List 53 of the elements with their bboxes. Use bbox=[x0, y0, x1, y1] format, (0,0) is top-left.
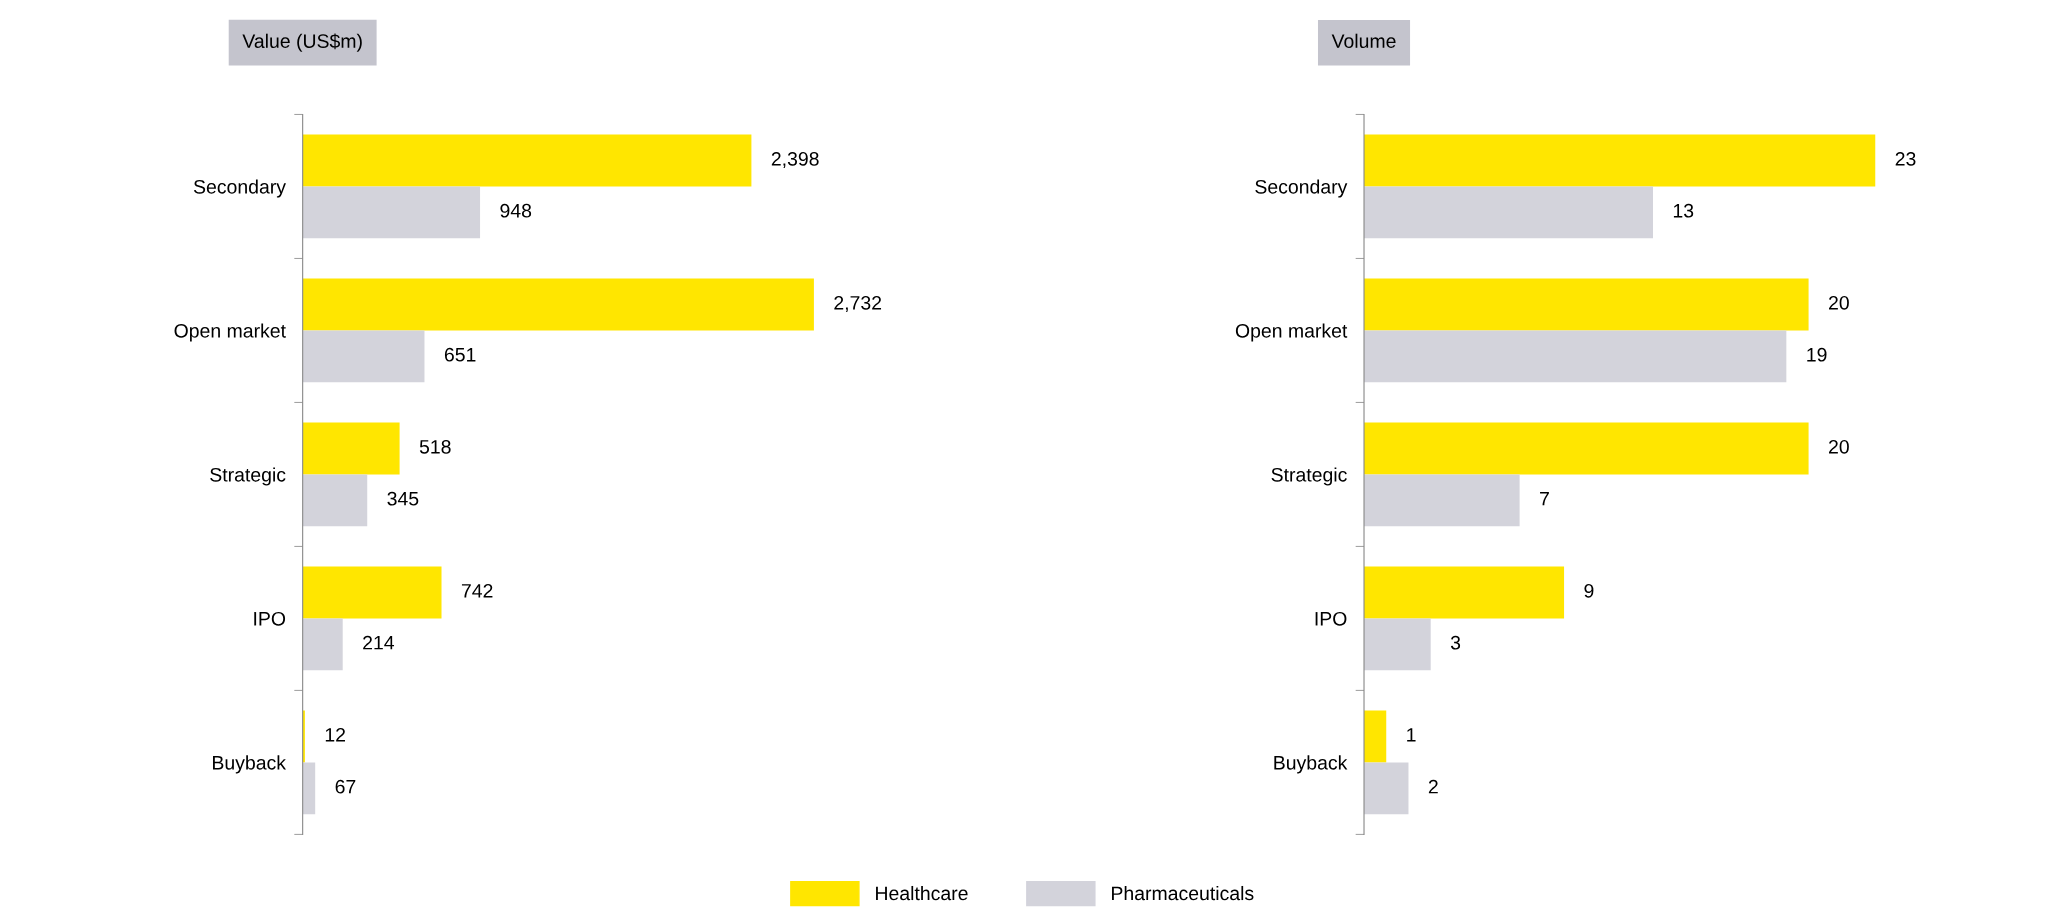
bar bbox=[302, 566, 442, 619]
data-label: 20 bbox=[1829, 439, 1849, 454]
data-label: 345 bbox=[387, 491, 419, 506]
y-tick-label: IPO bbox=[1315, 611, 1347, 626]
data-label: 9 bbox=[1584, 583, 1594, 598]
data-label: 518 bbox=[419, 439, 451, 454]
data-label: 2,732 bbox=[834, 295, 882, 313]
data-label: 2 bbox=[1428, 779, 1438, 794]
bar bbox=[1364, 710, 1387, 763]
data-label: 651 bbox=[444, 347, 476, 362]
y-tick-label: Open market bbox=[1235, 323, 1348, 342]
data-label: 13 bbox=[1673, 203, 1694, 218]
y-tick-label: Buyback bbox=[1274, 755, 1348, 774]
bar bbox=[302, 278, 814, 331]
bar bbox=[302, 762, 316, 815]
data-label: 7 bbox=[1540, 491, 1549, 506]
legend-label: Healthcare bbox=[876, 885, 968, 901]
y-tick-label: Strategic bbox=[1271, 467, 1347, 486]
y-tick-label: Secondary bbox=[1255, 179, 1348, 198]
data-label: 1 bbox=[1407, 728, 1416, 742]
bar bbox=[1364, 330, 1787, 383]
legend-label: Pharmaceuticals bbox=[1112, 885, 1254, 901]
data-label: 948 bbox=[500, 203, 532, 218]
bar bbox=[1364, 422, 1809, 475]
data-label: 23 bbox=[1895, 151, 1916, 166]
y-tick-label: Open market bbox=[174, 323, 286, 342]
chart-title: Volume bbox=[1331, 33, 1396, 48]
bar bbox=[1364, 618, 1431, 671]
bar bbox=[302, 422, 400, 475]
bar bbox=[1364, 474, 1520, 527]
bar bbox=[1364, 278, 1809, 331]
data-label: 67 bbox=[335, 779, 356, 794]
data-label: 19 bbox=[1807, 347, 1827, 362]
bar bbox=[302, 134, 752, 187]
bar bbox=[1364, 762, 1409, 815]
data-label: 12 bbox=[325, 727, 345, 742]
data-label: 3 bbox=[1450, 635, 1461, 650]
bar bbox=[302, 474, 368, 527]
bar bbox=[1364, 566, 1565, 619]
data-label: 742 bbox=[461, 583, 493, 598]
bar bbox=[1364, 186, 1653, 239]
y-tick-label: IPO bbox=[254, 611, 286, 626]
data-label: 20 bbox=[1829, 295, 1849, 310]
y-tick-label: Strategic bbox=[210, 467, 286, 486]
bar bbox=[302, 330, 425, 383]
bar bbox=[302, 618, 343, 671]
chart-title: Value (US$m) bbox=[242, 33, 362, 52]
y-tick-label: Secondary bbox=[193, 179, 286, 198]
bar bbox=[302, 186, 481, 239]
y-tick-label: Buyback bbox=[213, 755, 287, 774]
data-label: 2,398 bbox=[771, 151, 819, 169]
data-label: 214 bbox=[363, 635, 395, 650]
bar bbox=[1364, 134, 1876, 187]
